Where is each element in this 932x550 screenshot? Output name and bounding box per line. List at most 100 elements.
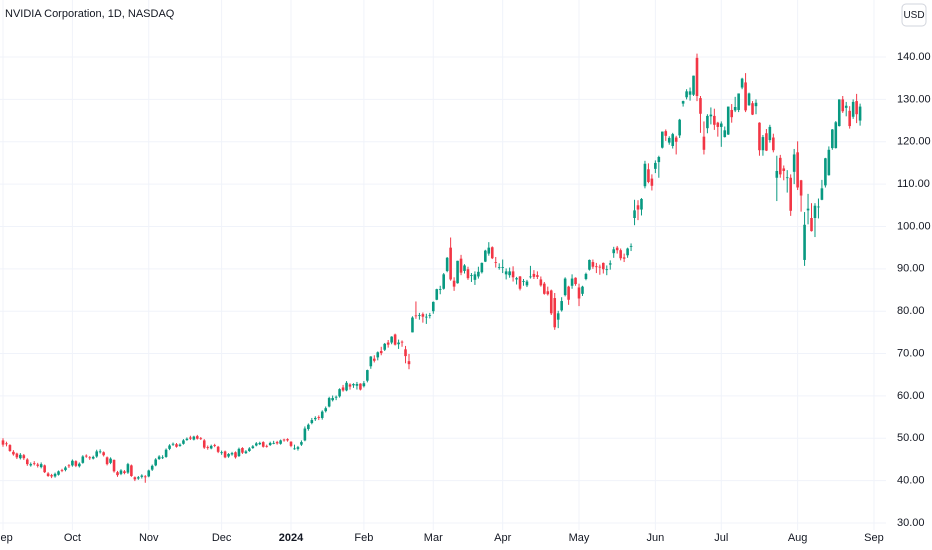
candle-body	[716, 122, 720, 127]
candle-body	[130, 465, 133, 476]
candle-body	[411, 317, 414, 333]
candle-body	[581, 286, 584, 294]
x-tick-label: May	[569, 532, 590, 544]
candle-body	[220, 452, 223, 454]
candle-body	[733, 107, 737, 111]
candle-body	[345, 382, 348, 391]
candle-body	[799, 180, 803, 196]
candle-body	[744, 82, 747, 111]
candle-body	[459, 258, 463, 273]
x-tick-label: Nov	[139, 532, 159, 544]
candle-body	[386, 342, 390, 345]
candle-body	[685, 91, 688, 98]
candle-body	[841, 99, 845, 112]
candle-body	[60, 470, 64, 471]
candle-body	[785, 177, 789, 179]
candle-body	[147, 470, 151, 477]
y-tick-label: 120.00	[897, 136, 931, 148]
x-tick-label: 2024	[279, 532, 304, 544]
y-tick-label: 110.00	[897, 178, 930, 190]
candle-body	[189, 437, 192, 439]
candle-body	[19, 454, 22, 459]
candle-body	[202, 440, 206, 448]
currency-button[interactable]	[901, 3, 927, 27]
candle-body	[428, 315, 432, 316]
candle-body	[754, 102, 758, 107]
candle-body	[53, 473, 57, 477]
candle-body	[327, 398, 331, 407]
candle-body	[813, 205, 817, 218]
candle-body	[473, 274, 477, 280]
candle-body	[640, 198, 643, 210]
candle-body	[452, 280, 456, 287]
candle-body	[515, 278, 518, 280]
candle-body	[539, 279, 543, 286]
candle-body	[57, 471, 60, 475]
x-tick-label: Feb	[354, 532, 373, 544]
candle-body	[119, 470, 123, 474]
candle-body	[726, 106, 730, 135]
candle-body	[560, 301, 563, 311]
candle-body	[12, 451, 15, 455]
candle-body	[182, 440, 185, 444]
candle-body	[234, 452, 237, 458]
y-tick-label: 100.00	[897, 220, 931, 232]
candle-body	[612, 249, 616, 254]
candle-body	[171, 443, 175, 445]
candle-body	[338, 389, 341, 397]
candle-body	[320, 411, 324, 418]
candle-body	[383, 343, 386, 350]
candle-body	[64, 467, 67, 471]
candle-body	[643, 163, 647, 187]
candle-body	[567, 286, 570, 300]
candle-body	[404, 349, 407, 357]
candle-body	[758, 122, 761, 151]
candle-body	[289, 441, 293, 446]
candle-body	[341, 387, 345, 391]
candle-body	[366, 370, 369, 381]
candle-body	[39, 464, 43, 468]
candle-body	[261, 442, 265, 447]
candle-body	[608, 263, 612, 265]
candle-body	[511, 271, 515, 278]
candle-body	[674, 137, 678, 142]
y-tick-label: 70.00	[897, 347, 925, 359]
candle-body	[279, 440, 282, 444]
x-tick-label: Apr	[494, 532, 511, 544]
candle-body	[67, 465, 71, 467]
candle-body	[397, 342, 400, 345]
candle-body	[626, 248, 629, 256]
currency-label[interactable]: USD	[903, 10, 924, 21]
candle-body	[175, 444, 178, 447]
candle-body	[518, 276, 522, 289]
candle-body	[32, 463, 36, 465]
candle-body	[765, 133, 768, 151]
candle-body	[556, 313, 560, 320]
candle-body	[272, 442, 275, 444]
candle-body	[740, 78, 744, 88]
candle-body	[98, 451, 102, 453]
candle-body	[286, 439, 289, 441]
candle-body	[497, 267, 501, 268]
candle-body	[359, 383, 362, 390]
candle-body	[123, 471, 126, 474]
candle-body	[36, 464, 39, 466]
candle-body	[844, 105, 848, 108]
candle-body	[43, 465, 46, 473]
candle-body	[251, 446, 255, 449]
candle-body	[161, 457, 164, 459]
candle-body	[831, 129, 834, 149]
candle-body	[824, 158, 827, 186]
candle-body	[213, 445, 216, 446]
candle-body	[522, 281, 525, 282]
candle-body	[133, 477, 137, 480]
candle-body	[848, 110, 851, 127]
candle-body	[258, 442, 262, 445]
candle-body	[435, 289, 439, 300]
candle-body	[50, 475, 53, 477]
candle-body	[761, 137, 765, 151]
candle-body	[379, 351, 383, 354]
candle-body	[275, 442, 279, 444]
candle-body	[730, 109, 733, 118]
